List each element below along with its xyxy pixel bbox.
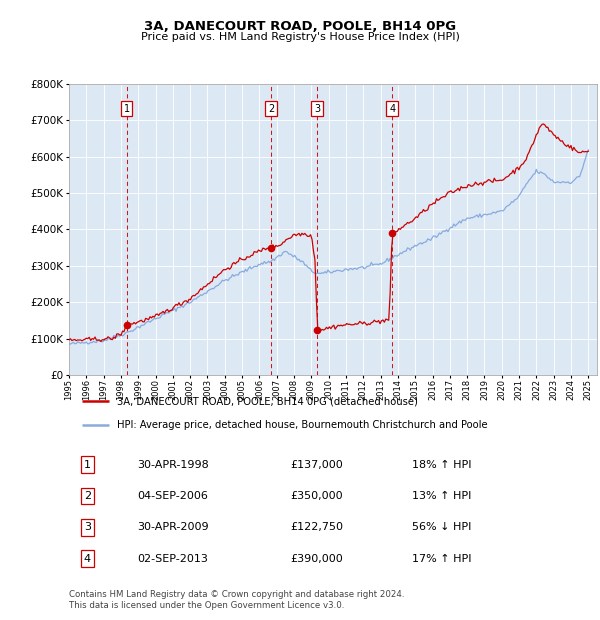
Text: £137,000: £137,000 — [291, 459, 344, 470]
Text: 2: 2 — [268, 104, 274, 113]
Text: 3A, DANECOURT ROAD, POOLE, BH14 0PG: 3A, DANECOURT ROAD, POOLE, BH14 0PG — [144, 20, 456, 33]
Text: Price paid vs. HM Land Registry's House Price Index (HPI): Price paid vs. HM Land Registry's House … — [140, 32, 460, 42]
Text: HPI: Average price, detached house, Bournemouth Christchurch and Poole: HPI: Average price, detached house, Bour… — [116, 420, 487, 430]
Text: 4: 4 — [389, 104, 395, 113]
Text: £350,000: £350,000 — [291, 491, 343, 501]
Text: 02-SEP-2013: 02-SEP-2013 — [137, 554, 209, 564]
Text: 30-APR-2009: 30-APR-2009 — [137, 523, 209, 533]
Text: Contains HM Land Registry data © Crown copyright and database right 2024.
This d: Contains HM Land Registry data © Crown c… — [69, 590, 404, 609]
Text: £390,000: £390,000 — [291, 554, 344, 564]
Text: 2: 2 — [84, 491, 91, 501]
Text: 04-SEP-2006: 04-SEP-2006 — [137, 491, 209, 501]
Text: 1: 1 — [124, 104, 130, 113]
Text: £122,750: £122,750 — [291, 523, 344, 533]
Text: 13% ↑ HPI: 13% ↑ HPI — [412, 491, 472, 501]
Text: 3A, DANECOURT ROAD, POOLE, BH14 0PG (detached house): 3A, DANECOURT ROAD, POOLE, BH14 0PG (det… — [116, 396, 418, 406]
Text: 3: 3 — [84, 523, 91, 533]
Text: 17% ↑ HPI: 17% ↑ HPI — [412, 554, 472, 564]
Text: 30-APR-1998: 30-APR-1998 — [137, 459, 209, 470]
Text: 56% ↓ HPI: 56% ↓ HPI — [412, 523, 472, 533]
Text: 4: 4 — [84, 554, 91, 564]
Text: 18% ↑ HPI: 18% ↑ HPI — [412, 459, 472, 470]
Text: 3: 3 — [314, 104, 320, 113]
Text: 1: 1 — [84, 459, 91, 470]
